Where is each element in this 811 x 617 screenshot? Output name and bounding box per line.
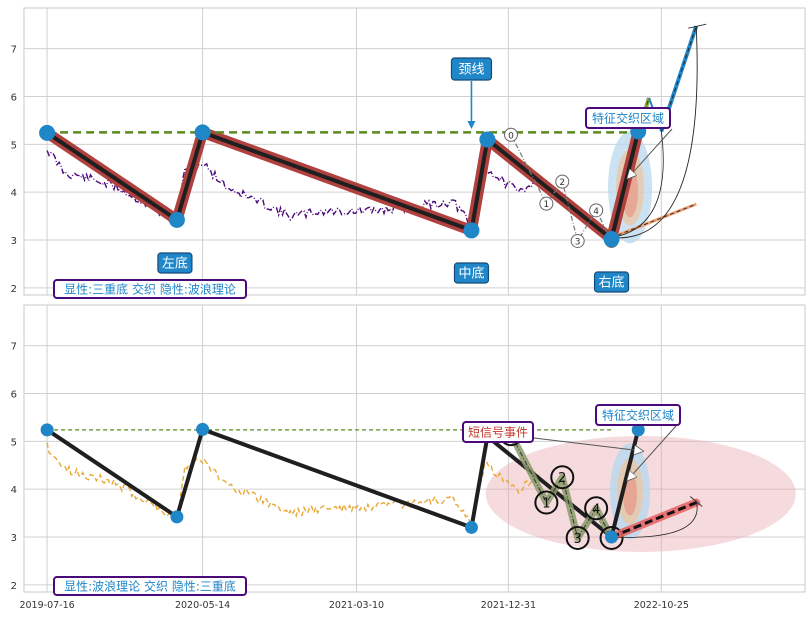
projection-target-dash bbox=[660, 26, 697, 132]
x-tick-label: 2021-03-10 bbox=[329, 600, 384, 611]
wave-point-label: 1 bbox=[544, 200, 550, 210]
y-tick-label: 5 bbox=[11, 437, 17, 448]
projection-end-cap bbox=[688, 23, 707, 29]
mid-bottom-label-box bbox=[453, 262, 490, 284]
top-zone-label-box bbox=[585, 107, 671, 129]
wave-point-circle bbox=[539, 196, 554, 211]
mid-bottom-label: 中底 bbox=[458, 266, 484, 282]
wave-point-label: 4 bbox=[593, 207, 599, 217]
bottom-projection bbox=[607, 496, 703, 541]
pivot-marker bbox=[168, 211, 185, 228]
price-trace-line bbox=[46, 442, 540, 528]
wave-point-circle bbox=[589, 203, 604, 218]
price-trace-line bbox=[46, 150, 540, 227]
y-tick-label: 4 bbox=[11, 485, 17, 496]
top-price-trace bbox=[46, 150, 540, 227]
top-zone-label: 特征交织区域 bbox=[592, 110, 664, 125]
top-plot-frame bbox=[23, 7, 806, 296]
wave-point-circle bbox=[565, 525, 590, 550]
pivot-marker bbox=[631, 423, 645, 437]
bottom-info-label-box bbox=[53, 576, 247, 596]
x-tick-label: 2021-12-31 bbox=[481, 600, 536, 611]
y-tick-label: 7 bbox=[11, 342, 17, 353]
wave-point-label: 4 bbox=[592, 502, 600, 517]
wave-point-circle bbox=[584, 496, 609, 521]
short-signal-label: 短信号事件 bbox=[468, 425, 528, 439]
bottom-grid bbox=[24, 305, 805, 592]
bottom-plot-frame bbox=[23, 304, 806, 593]
bottom-wave-points: 012345 bbox=[498, 422, 624, 550]
top-zone-arrow bbox=[628, 128, 673, 178]
wave-path bbox=[510, 433, 612, 540]
pivot-marker bbox=[194, 124, 211, 141]
wave-point-label: 0 bbox=[508, 131, 514, 141]
projection-arc bbox=[611, 500, 698, 538]
left-bottom-label: 左底 bbox=[162, 256, 188, 272]
neckline-label-box bbox=[450, 57, 493, 81]
projection-arc-outer bbox=[611, 26, 698, 239]
wave-point-circle bbox=[550, 465, 575, 490]
wave-point-circle bbox=[503, 127, 518, 142]
bottom-price-trace bbox=[46, 442, 540, 528]
bottom-x-tick-labels: 2019-07-16 2020-05-14 2021-03-10 2021-12-31… bbox=[19, 600, 688, 611]
y-tick-label: 3 bbox=[11, 236, 17, 247]
wave-point-circle bbox=[534, 490, 559, 515]
side-projection-dash bbox=[611, 203, 697, 239]
short-signal-arrow bbox=[533, 437, 642, 451]
wave-point-label: 3 bbox=[574, 532, 582, 547]
right-bottom-label: 右底 bbox=[599, 275, 625, 291]
pivot-marker bbox=[463, 222, 480, 239]
projection-arc-inner bbox=[611, 131, 664, 238]
bottom-info-label: 显性:波浪理论 交织 隐性:三重底 bbox=[64, 578, 236, 593]
y-tick-label: 2 bbox=[11, 581, 17, 592]
bottom-zone-arrow bbox=[628, 425, 677, 480]
y-tick-label: 2 bbox=[11, 284, 17, 295]
x-tick-label: 2020-05-14 bbox=[175, 600, 230, 611]
y-tick-label: 6 bbox=[11, 389, 17, 400]
top-info-label: 显性:三重底 交织 隐性:波浪理论 bbox=[64, 281, 236, 296]
projection-end-cap bbox=[689, 496, 703, 507]
pivot-marker bbox=[464, 520, 478, 534]
wave-point-label: 2 bbox=[558, 471, 566, 486]
y-tick-label: 6 bbox=[11, 92, 17, 103]
wave-point-label: 2 bbox=[559, 178, 565, 188]
pivot-marker bbox=[479, 131, 496, 148]
pivot-marker bbox=[196, 422, 210, 436]
top-y-tick-labels: 2 3 4 5 6 7 bbox=[11, 45, 17, 295]
x-tick-label: 2022-10-25 bbox=[634, 600, 689, 611]
y-tick-label: 4 bbox=[11, 188, 17, 199]
neckline-label: 颈线 bbox=[458, 63, 484, 78]
y-tick-label: 7 bbox=[11, 45, 17, 56]
pivot-marker bbox=[605, 530, 619, 544]
wave-point-circle bbox=[570, 233, 585, 248]
pivot-marker bbox=[39, 124, 56, 141]
wave-point-circle bbox=[555, 174, 570, 189]
pivot-marker bbox=[170, 510, 184, 524]
bottom-zone-label-box bbox=[595, 404, 681, 426]
wave-point-label: 1 bbox=[542, 497, 550, 512]
side-projection bbox=[610, 501, 697, 539]
pivot-marker bbox=[603, 231, 620, 248]
x-tick-label: 2019-07-16 bbox=[19, 600, 74, 611]
y-tick-label: 3 bbox=[11, 533, 17, 544]
left-bottom-label-box bbox=[157, 252, 193, 274]
y-tick-label: 5 bbox=[11, 140, 17, 151]
wave-point-label: 3 bbox=[575, 237, 581, 247]
wave-point-circle bbox=[599, 525, 624, 550]
bottom-feature-zone bbox=[485, 435, 796, 552]
top-info-label-box bbox=[53, 279, 247, 299]
right-bottom-label-box bbox=[593, 271, 630, 293]
pivot-marker bbox=[40, 423, 54, 437]
bottom-y-tick-labels: 2 3 4 5 6 7 bbox=[11, 342, 17, 592]
bottom-zone-label: 特征交织区域 bbox=[602, 407, 674, 422]
short-signal-label-box bbox=[462, 421, 534, 443]
